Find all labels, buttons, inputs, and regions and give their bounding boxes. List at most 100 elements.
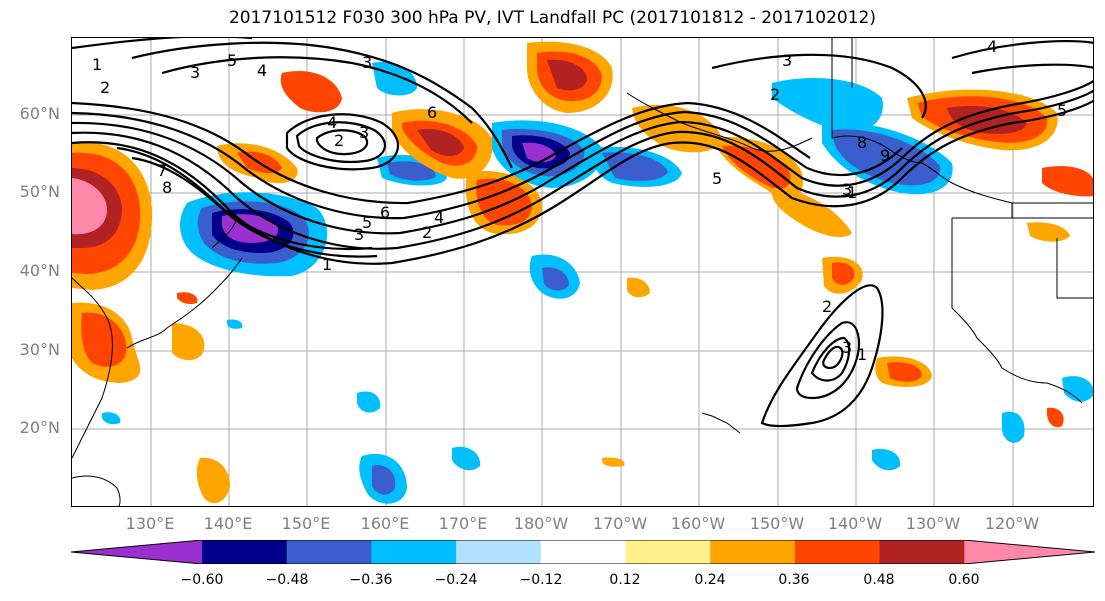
colorbar xyxy=(71,540,1095,564)
pv-positive-region xyxy=(417,128,464,156)
colorbar-tick-label: 0.36 xyxy=(778,572,810,588)
longitude-label: 130°W xyxy=(905,514,961,533)
pv-negative-region xyxy=(357,391,381,413)
longitude-label: 150°E xyxy=(281,514,331,533)
pv-positive-region xyxy=(177,292,198,305)
longitude-label: 140°W xyxy=(827,514,883,533)
pv-positive-region xyxy=(547,59,587,91)
contour-label: 9 xyxy=(880,146,890,165)
colorbar-tick-label: 0.12 xyxy=(609,572,641,588)
coastlines xyxy=(72,38,1093,506)
colorbar-segments xyxy=(71,540,1095,564)
contour-label: 4 xyxy=(987,38,997,56)
pv-negative-region xyxy=(102,412,121,425)
colorbar-tick-label: 0.60 xyxy=(948,572,980,588)
pv-positive-region xyxy=(72,178,107,235)
pv-negative-region xyxy=(452,446,481,471)
pv-positive-region xyxy=(887,362,922,382)
pv-negative-region xyxy=(872,448,901,471)
latitude-label: 50°N xyxy=(19,182,60,201)
latitude-label: 20°N xyxy=(19,418,60,437)
contour-label: 2 xyxy=(100,78,110,97)
pv-positive-region xyxy=(81,312,127,367)
pv-negative-region xyxy=(602,152,668,181)
contour-label: 5 xyxy=(227,51,237,70)
longitude-label: 160°E xyxy=(360,514,410,533)
pv-negative-region xyxy=(1002,411,1025,443)
contour-label: 3 xyxy=(782,51,792,70)
pv-negative-region xyxy=(832,129,941,186)
pv-shading xyxy=(72,41,1093,504)
colorbar-segment xyxy=(371,540,457,564)
pv-negative-region xyxy=(372,465,396,495)
contour-label: 5 xyxy=(712,169,722,188)
ivt-contours xyxy=(72,38,1093,428)
longitude-label: 150°W xyxy=(749,514,805,533)
colorbar-tick-label: −0.36 xyxy=(349,572,393,588)
pv-positive-region xyxy=(280,70,342,113)
colorbar-segment xyxy=(286,540,372,564)
colorbar-segment xyxy=(879,540,965,564)
contour-label: 2 xyxy=(334,131,344,150)
pv-positive-region xyxy=(476,178,532,226)
colorbar-segment xyxy=(71,540,202,564)
pv-positive-region xyxy=(602,457,625,467)
colorbar-tick-label: 0.48 xyxy=(863,572,895,588)
colorbar-segment xyxy=(625,540,711,564)
map-title: 2017101512 F030 300 hPa PV, IVT Landfall… xyxy=(228,8,876,28)
pv-negative-region xyxy=(227,319,243,329)
map-canvas: 1 2 3 4 5 4 2 3 6 7 8 5 6 4 3 2 1 3 5 3 … xyxy=(72,38,1093,506)
colorbar-tick-label: −0.48 xyxy=(265,572,309,588)
contour-label: 4 xyxy=(327,113,337,132)
contour-label: 3 xyxy=(842,180,852,199)
contour-label: 2 xyxy=(422,223,432,242)
contour-label: 6 xyxy=(427,103,437,122)
contour-label: 6 xyxy=(380,203,390,222)
contour-label: 8 xyxy=(162,178,172,197)
contour-label: 1 xyxy=(92,55,102,74)
latitude-label: 40°N xyxy=(19,261,60,280)
pv-negative-region xyxy=(1062,376,1093,402)
longitude-label: 160°W xyxy=(670,514,726,533)
pv-positive-region xyxy=(771,188,852,238)
contour-label: 5 xyxy=(362,213,372,232)
contour-label: 4 xyxy=(257,61,267,80)
contour-label: 2 xyxy=(822,297,832,316)
pv-negative-region xyxy=(542,267,569,291)
contour-label: 7 xyxy=(157,161,167,180)
colorbar-tick-label: −0.12 xyxy=(519,572,563,588)
contour-label: 4 xyxy=(434,208,444,227)
pv-positive-region xyxy=(196,457,230,504)
map-panel: 1 2 3 4 5 4 2 3 6 7 8 5 6 4 3 2 1 3 5 3 … xyxy=(71,37,1094,507)
contour-label: 1 xyxy=(857,345,867,364)
contour-label: 2 xyxy=(770,85,780,104)
colorbar-segment xyxy=(202,540,288,564)
contour-label: 1 xyxy=(847,183,857,202)
colorbar-segment xyxy=(710,540,796,564)
contour-label: 5 xyxy=(1057,101,1067,120)
longitude-label: 120°W xyxy=(984,514,1040,533)
contour-label: 3 xyxy=(842,338,852,357)
pv-negative-region xyxy=(372,61,417,96)
colorbar-tick-label: −0.24 xyxy=(434,572,478,588)
colorbar-segment xyxy=(456,540,542,564)
pv-positive-region xyxy=(1047,407,1064,428)
contour-label: 3 xyxy=(354,225,364,244)
longitude-label: 140°E xyxy=(203,514,253,533)
pv-positive-region xyxy=(1042,166,1093,197)
longitude-label: 170°W xyxy=(592,514,648,533)
contour-label: 3 xyxy=(359,123,369,142)
pv-positive-region xyxy=(832,262,855,285)
pv-negative-region xyxy=(387,161,436,181)
longitude-label: 170°E xyxy=(438,514,488,533)
pv-positive-region xyxy=(172,323,205,361)
longitude-label: 180°W xyxy=(513,514,569,533)
colorbar-tick-label: −0.60 xyxy=(180,572,224,588)
contour-label-group: 1 2 3 4 5 4 2 3 6 7 8 5 6 4 3 2 1 3 5 3 … xyxy=(92,38,1067,364)
longitude-label: 130°E xyxy=(125,514,175,533)
colorbar-tick-label: 0.24 xyxy=(694,572,726,588)
contour-label: 3 xyxy=(362,53,372,72)
colorbar-segment xyxy=(794,540,881,564)
latitude-label: 30°N xyxy=(19,340,60,359)
pv-negative-region xyxy=(772,78,883,133)
